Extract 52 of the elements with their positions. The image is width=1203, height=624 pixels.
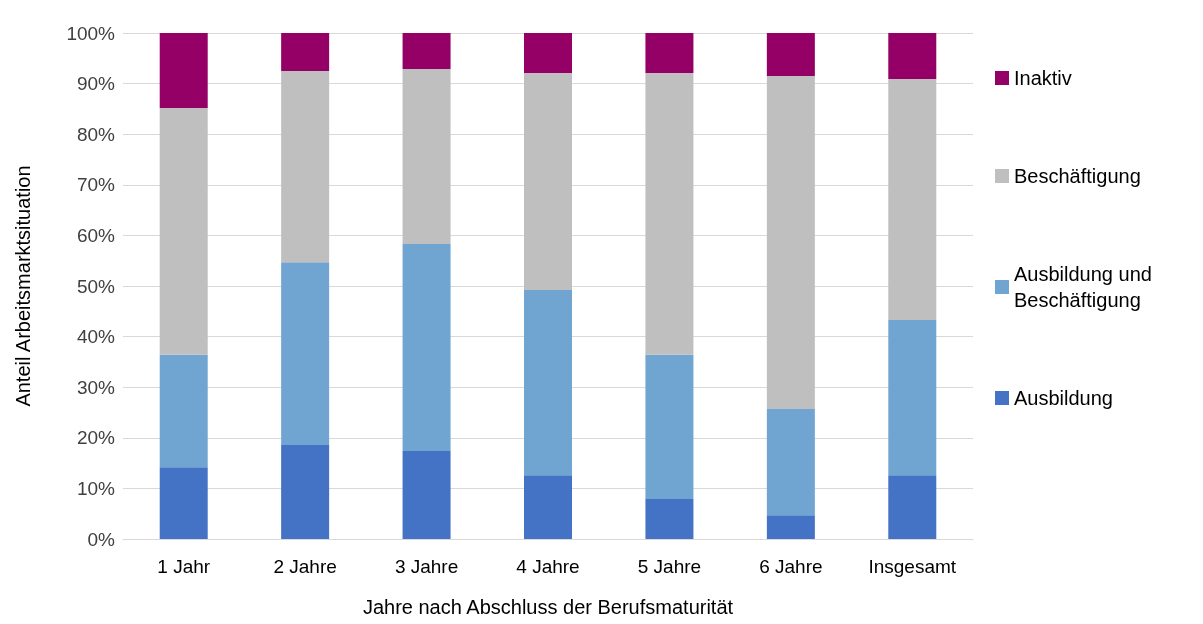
bar (888, 475, 937, 539)
bar (766, 76, 815, 409)
bar (645, 499, 694, 539)
x-tick-label: 3 Jahre (394, 556, 459, 577)
y-tick-label: 50% (76, 275, 116, 297)
bar (402, 450, 451, 539)
bar (281, 33, 330, 71)
y-axis-title: Anteil Arbeitsmarktsituation (12, 165, 34, 407)
bar (281, 444, 330, 539)
bar (524, 290, 572, 476)
y-tick-label: 30% (76, 376, 116, 398)
legend-label: Ausbildung (1014, 387, 1113, 409)
bar (159, 467, 208, 539)
bar (281, 262, 330, 445)
bar (888, 33, 937, 80)
x-tick-label: Insgesamt (868, 556, 957, 577)
y-tick-label: 70% (76, 174, 116, 196)
y-tick-label: 10% (76, 477, 116, 499)
bar (524, 33, 572, 73)
y-tick-label: 100% (66, 22, 116, 44)
bar (645, 72, 694, 355)
bar (281, 70, 330, 263)
bar (402, 244, 451, 451)
legend-label: Inaktiv (1014, 67, 1072, 89)
bar (645, 354, 694, 500)
y-tick-label: 0% (87, 528, 116, 550)
x-tick-label: 1 Jahr (157, 556, 211, 577)
y-tick-label: 20% (76, 427, 116, 449)
bar (766, 408, 815, 516)
x-tick-label: 2 Jahre (273, 556, 337, 577)
bar (524, 475, 572, 539)
x-axis-title: Jahre nach Abschluss der Berufsmaturität (362, 596, 734, 618)
bar (888, 319, 937, 476)
bar (888, 79, 937, 320)
bar (524, 72, 572, 291)
legend-label: Beschäftigung (1014, 165, 1141, 187)
bar (766, 515, 815, 539)
legend-label: Ausbildung und Beschäftigung (1014, 263, 1158, 311)
bar (766, 33, 815, 77)
bar (159, 107, 208, 355)
x-tick-label: 5 Jahre (637, 556, 702, 577)
bar (159, 33, 208, 108)
x-tick-label: 6 Jahre (759, 556, 823, 577)
y-tick-label: 90% (76, 73, 116, 95)
y-tick-label: 40% (76, 326, 116, 348)
y-tick-label: 60% (76, 224, 116, 246)
y-tick-label: 80% (76, 123, 116, 145)
bar (645, 33, 694, 73)
bar (402, 33, 451, 69)
bar (159, 354, 208, 468)
bar (402, 68, 451, 244)
x-tick-label: 4 Jahre (516, 556, 580, 577)
